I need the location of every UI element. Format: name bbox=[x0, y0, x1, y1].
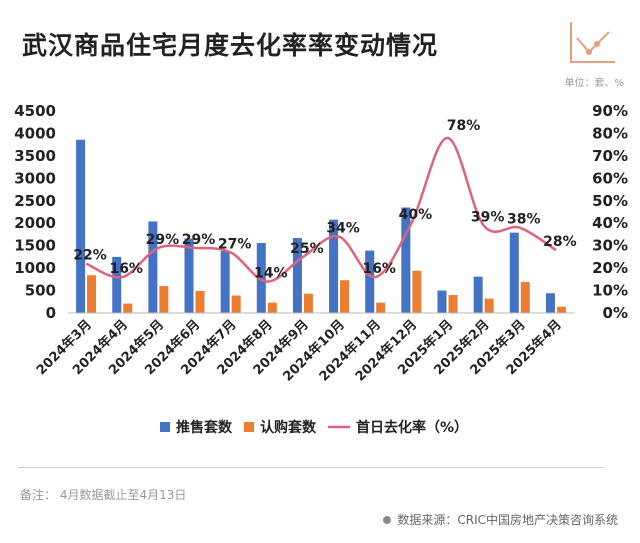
left-tick-label: 3500 bbox=[14, 147, 56, 165]
right-tick-label: 10% bbox=[592, 282, 628, 300]
supply-bar bbox=[148, 221, 158, 313]
rate-data-label: 16% bbox=[362, 261, 396, 277]
supply-bar bbox=[509, 232, 519, 313]
supply-bar bbox=[292, 238, 302, 313]
left-tick-label: 2500 bbox=[14, 192, 56, 210]
left-tick-label: 2000 bbox=[14, 214, 56, 232]
category-label: 2024年11月 bbox=[316, 317, 384, 385]
rate-data-label: 16% bbox=[109, 261, 143, 277]
right-tick-label: 90% bbox=[592, 102, 628, 120]
subscribe-bar bbox=[448, 295, 458, 313]
rate-data-label: 39% bbox=[471, 209, 505, 225]
category-label: 2024年10月 bbox=[280, 317, 348, 385]
legend: 推售套数 认购套数 首日去化率（%） bbox=[160, 419, 468, 436]
legend-swatch bbox=[244, 422, 254, 432]
rate-data-label: 78% bbox=[447, 118, 481, 134]
rate-data-label: 25% bbox=[290, 241, 324, 257]
data-labels: 22%16%29% 29% 27%14%25%34%16%40%78%39% 38%2… bbox=[73, 118, 576, 282]
footnote: 备注： 4月数据截止至4月13日 bbox=[20, 488, 187, 502]
divider bbox=[18, 467, 604, 468]
subscribe-bar bbox=[123, 303, 133, 313]
left-axis: 0 500 1000 1500 2000 2500 3000 3500 4000 4500 bbox=[14, 102, 56, 322]
right-axis: 0% 10% 20% 30% 40% 50% 60% 70% 80% 90% bbox=[592, 102, 628, 322]
subscribe-bar bbox=[303, 293, 313, 313]
right-tick-label: 0% bbox=[603, 304, 628, 322]
supply-bar bbox=[545, 293, 555, 313]
right-tick-label: 80% bbox=[592, 124, 628, 142]
chart-title: 武汉商品住宅月度去化率率变动情况 bbox=[22, 31, 439, 60]
supply-bar bbox=[112, 256, 122, 313]
unit-label: 单位：套、% bbox=[564, 78, 624, 89]
right-tick-label: 70% bbox=[592, 147, 628, 165]
subscribe-bar bbox=[556, 306, 566, 313]
line-chart-icon bbox=[570, 22, 615, 63]
supply-bar bbox=[329, 219, 339, 313]
combo-chart: 0 500 1000 1500 2000 2500 3000 3500 4000 4500 0% 1… bbox=[14, 102, 628, 436]
rate-line bbox=[85, 136, 557, 283]
rate-data-label: 14% bbox=[254, 266, 288, 282]
supply-bar bbox=[473, 276, 483, 313]
legend-label: 首日去化率（%） bbox=[356, 419, 468, 436]
right-tick-label: 20% bbox=[592, 259, 628, 277]
subscribe-bar bbox=[195, 291, 205, 313]
subscribe-bar bbox=[376, 302, 386, 313]
legend-swatch bbox=[160, 422, 170, 432]
rate-data-label: 40% bbox=[399, 207, 433, 223]
right-tick-label: 50% bbox=[592, 192, 628, 210]
source-text: 数据来源：CRIC中国房地产决策咨询系统 bbox=[397, 513, 618, 527]
x-axis: 2024年3月2024年4月2024年5月2024年6月2024年7月2024年… bbox=[33, 312, 574, 385]
rate-data-label: 28% bbox=[543, 234, 577, 250]
left-tick-label: 3000 bbox=[14, 169, 56, 187]
supply-bar bbox=[220, 251, 230, 313]
right-tick-label: 60% bbox=[592, 169, 628, 187]
subscribe-bar bbox=[231, 295, 241, 313]
dot-icon bbox=[383, 515, 392, 524]
right-tick-label: 30% bbox=[592, 237, 628, 255]
supply-bar bbox=[256, 242, 266, 313]
left-tick-label: 500 bbox=[25, 282, 56, 300]
legend-label: 推售套数 bbox=[176, 419, 233, 436]
rate-data-label: 27% bbox=[218, 236, 252, 252]
rate-data-label: 29% bbox=[146, 232, 180, 248]
subscribe-bar bbox=[412, 270, 422, 313]
subscribe-bar bbox=[159, 286, 169, 313]
rate-line-path bbox=[85, 136, 557, 283]
left-tick-label: 4000 bbox=[14, 124, 56, 142]
supply-bar bbox=[184, 238, 194, 313]
rate-data-label: 34% bbox=[326, 221, 360, 237]
subscribe-bar bbox=[484, 298, 494, 313]
rate-data-label: 29% bbox=[182, 232, 216, 248]
supply-bar bbox=[365, 250, 375, 313]
left-tick-label: 4500 bbox=[14, 102, 56, 120]
supply-bar bbox=[437, 290, 447, 313]
subscribe-bar bbox=[87, 275, 97, 313]
rate-data-label: 22% bbox=[73, 248, 107, 264]
left-tick-label: 1000 bbox=[14, 259, 56, 277]
subscribe-bar bbox=[520, 282, 530, 313]
right-tick-label: 40% bbox=[592, 214, 628, 232]
supply-bar bbox=[76, 139, 86, 313]
left-tick-label: 0 bbox=[46, 304, 56, 322]
rate-data-label: 38% bbox=[507, 212, 541, 228]
data-source: 数据来源：CRIC中国房地产决策咨询系统 bbox=[383, 511, 618, 528]
category-label: 2024年12月 bbox=[352, 317, 420, 385]
left-tick-label: 1500 bbox=[14, 237, 56, 255]
bars bbox=[76, 139, 566, 313]
supply-bar bbox=[401, 207, 411, 313]
subscribe-bar bbox=[267, 302, 277, 313]
legend-label: 认购套数 bbox=[260, 419, 317, 436]
subscribe-bar bbox=[340, 280, 350, 313]
